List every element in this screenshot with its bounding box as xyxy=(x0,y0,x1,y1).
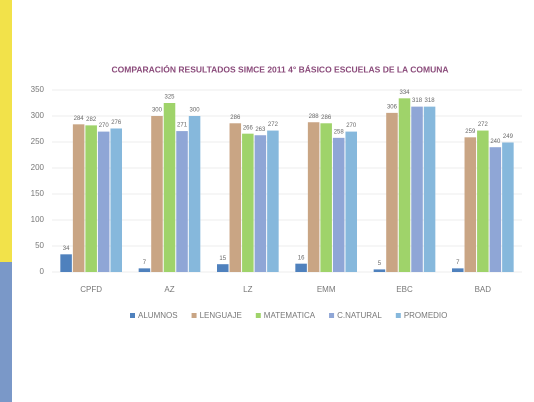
bar xyxy=(489,147,502,272)
y-tick-label: 200 xyxy=(31,163,45,172)
value-label: 318 xyxy=(412,98,423,104)
value-label: 300 xyxy=(190,108,201,114)
bar xyxy=(411,106,423,272)
x-tick-label: EBC xyxy=(396,285,413,294)
value-label: 16 xyxy=(298,255,305,261)
bar xyxy=(72,124,85,272)
bar xyxy=(398,98,411,272)
y-tick-label: 100 xyxy=(31,215,45,224)
bar xyxy=(60,254,72,272)
x-tick-label: BAD xyxy=(475,285,492,294)
value-label: 7 xyxy=(456,260,460,266)
legend-swatch xyxy=(395,313,401,318)
value-label: 272 xyxy=(268,122,279,128)
x-tick-label: EMM xyxy=(317,285,336,294)
x-tick-label: CPFD xyxy=(80,285,102,294)
y-tick-label: 300 xyxy=(31,111,45,120)
legend-label: PROMEDIO xyxy=(404,311,448,320)
value-label: 240 xyxy=(490,139,501,145)
bar xyxy=(477,130,489,272)
bar xyxy=(163,103,176,272)
bar xyxy=(254,135,267,272)
value-label: 286 xyxy=(321,115,332,121)
value-label: 272 xyxy=(478,122,489,128)
value-label: 263 xyxy=(255,127,266,133)
value-label: 5 xyxy=(378,261,382,267)
value-label: 276 xyxy=(111,120,122,126)
y-tick-label: 350 xyxy=(31,85,45,94)
legend-label: LENGUAJE xyxy=(200,311,242,320)
x-tick-label: AZ xyxy=(164,285,174,294)
bar xyxy=(85,125,97,272)
value-label: 259 xyxy=(465,129,476,135)
bar xyxy=(217,264,229,272)
value-label: 288 xyxy=(309,114,320,120)
value-label: 270 xyxy=(346,123,357,129)
bar xyxy=(452,268,464,272)
side-strip-blue xyxy=(0,262,12,402)
value-label: 15 xyxy=(219,256,226,262)
bar xyxy=(345,131,357,272)
bar xyxy=(176,131,188,272)
bar xyxy=(307,122,320,273)
bar xyxy=(295,263,307,272)
value-label: 282 xyxy=(86,117,97,123)
value-label: 34 xyxy=(63,246,70,252)
y-tick-label: 150 xyxy=(31,189,45,198)
value-label: 284 xyxy=(74,116,85,122)
bar xyxy=(242,133,254,272)
legend-swatch xyxy=(329,313,335,318)
legend-swatch xyxy=(255,313,261,318)
value-label: 318 xyxy=(425,98,436,104)
side-strip-yellow xyxy=(0,0,12,262)
value-label: 270 xyxy=(99,123,110,129)
bar xyxy=(373,269,386,272)
bar xyxy=(423,106,436,272)
legend-swatch xyxy=(191,313,197,318)
value-label: 7 xyxy=(143,260,147,266)
legend-label: C.NATURAL xyxy=(337,311,382,320)
value-label: 334 xyxy=(399,90,410,96)
bar xyxy=(332,137,345,272)
value-label: 271 xyxy=(177,123,188,129)
value-label: 266 xyxy=(243,125,254,131)
bar xyxy=(386,112,398,272)
y-tick-label: 0 xyxy=(40,267,45,276)
bar xyxy=(188,116,201,272)
bar xyxy=(138,268,151,272)
legend-swatch xyxy=(130,313,135,318)
y-tick-label: 250 xyxy=(31,137,45,146)
bar xyxy=(229,123,242,272)
bar xyxy=(267,130,279,272)
value-label: 258 xyxy=(334,129,345,135)
value-label: 300 xyxy=(152,108,163,114)
legend-label: ALUMNOS xyxy=(138,311,178,320)
chart-title: COMPARACIÓN RESULTADOS SIMCE 2011 4° BÁS… xyxy=(112,63,449,74)
value-label: 306 xyxy=(387,104,398,110)
legend-label: MATEMATICA xyxy=(264,311,316,320)
value-label: 249 xyxy=(503,134,514,140)
bar xyxy=(97,131,110,272)
y-tick-label: 50 xyxy=(35,241,44,250)
value-label: 286 xyxy=(230,115,241,121)
bar xyxy=(464,137,477,272)
bar xyxy=(151,116,163,272)
bar xyxy=(502,142,514,272)
bar xyxy=(320,123,332,272)
x-tick-label: LZ xyxy=(243,285,252,294)
bar xyxy=(110,128,122,272)
value-label: 325 xyxy=(164,95,175,101)
